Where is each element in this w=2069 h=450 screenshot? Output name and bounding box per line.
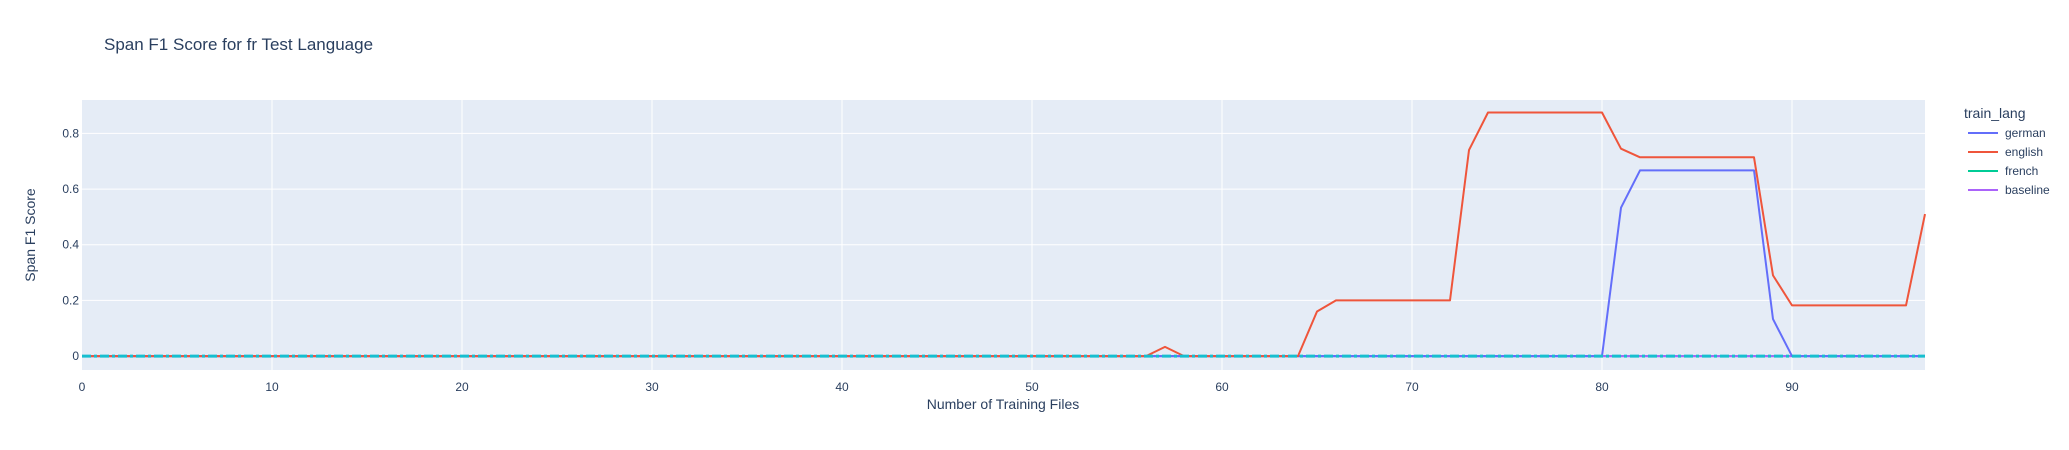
- y-tick-label: 0.4: [62, 238, 79, 252]
- legend-label-baseline: baseline: [2005, 183, 2050, 197]
- series-layer: [82, 111, 1926, 358]
- x-axis-title: Number of Training Files: [927, 396, 1080, 412]
- x-tick-label: 30: [645, 380, 659, 394]
- chart-title: Span F1 Score for fr Test Language: [104, 35, 373, 54]
- legend: german english french baseline: [1968, 126, 2050, 197]
- legend-title: train_lang: [1964, 105, 2026, 121]
- legend-label-french: french: [2005, 164, 2038, 178]
- y-tick-label: 0: [72, 349, 79, 363]
- x-tick-label: 20: [455, 380, 469, 394]
- x-tick-label: 50: [1025, 380, 1039, 394]
- y-tick-label: 0.8: [62, 126, 79, 140]
- x-tick-label: 70: [1405, 380, 1419, 394]
- plot-area: [82, 100, 1925, 370]
- x-tick-label: 60: [1215, 380, 1229, 394]
- legend-label-german: german: [2005, 126, 2046, 140]
- x-tick-label: 90: [1785, 380, 1799, 394]
- legend-label-english: english: [2005, 145, 2043, 159]
- y-tick-label: 0.2: [62, 293, 79, 307]
- x-tick-label: 40: [835, 380, 849, 394]
- x-tick-label: 10: [265, 380, 279, 394]
- x-tick-label: 0: [79, 380, 86, 394]
- series-line-german: [82, 169, 1925, 358]
- y-axis-title: Span F1 Score: [22, 188, 38, 282]
- y-tick-label: 0.6: [62, 182, 79, 196]
- ticks-layer: 0 10 20 30 40 50 60 70 80 90 0 0.2 0.4 0.6 0.8: [62, 126, 1799, 394]
- x-tick-label: 80: [1595, 380, 1609, 394]
- series-line-english: [82, 111, 1926, 358]
